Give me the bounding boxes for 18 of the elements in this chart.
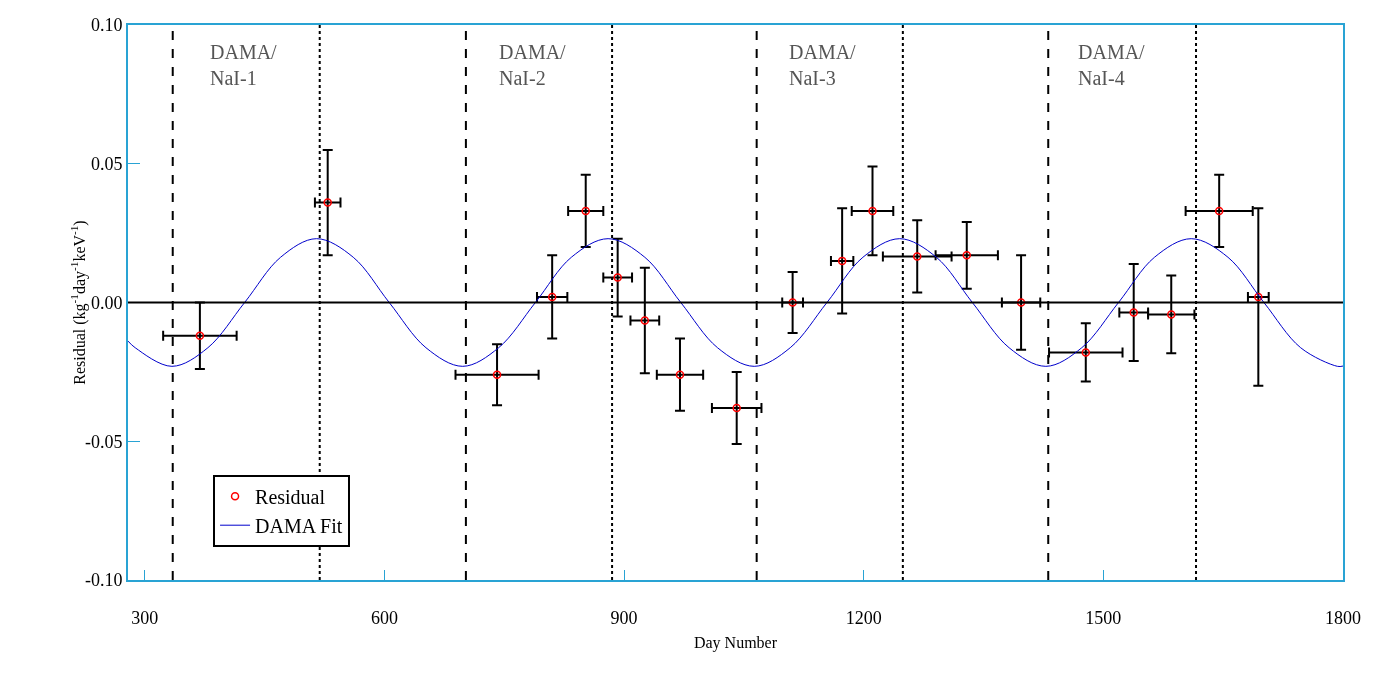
- annotation: DAMA/ NaI-2: [499, 41, 567, 89]
- y-tick-label: 0.05: [90, 154, 123, 175]
- x-tick-label: 1800: [1325, 607, 1361, 628]
- x-tick-label: 1500: [1085, 607, 1122, 628]
- annotation: DAMA/ NaI-1: [210, 41, 278, 89]
- x-tick-label: 900: [610, 607, 638, 628]
- y-tick-label: 0.10: [90, 15, 123, 36]
- x-tick-label: 300: [131, 607, 159, 628]
- annotation: DAMA/ NaI-3: [789, 41, 857, 89]
- x-tick-label: 1200: [845, 607, 882, 628]
- y-tick-label: -0.05: [84, 431, 123, 452]
- legend-label: Residual: [255, 486, 326, 508]
- y-tick-label: -0.10: [84, 570, 123, 591]
- annotation: DAMA/ NaI-4: [1078, 41, 1146, 89]
- x-axis-title: Day Number: [693, 633, 778, 652]
- legend-label: DAMA Fit: [255, 515, 343, 537]
- y-tick-label: 0.00: [90, 292, 123, 313]
- x-tick-label: 600: [370, 607, 398, 628]
